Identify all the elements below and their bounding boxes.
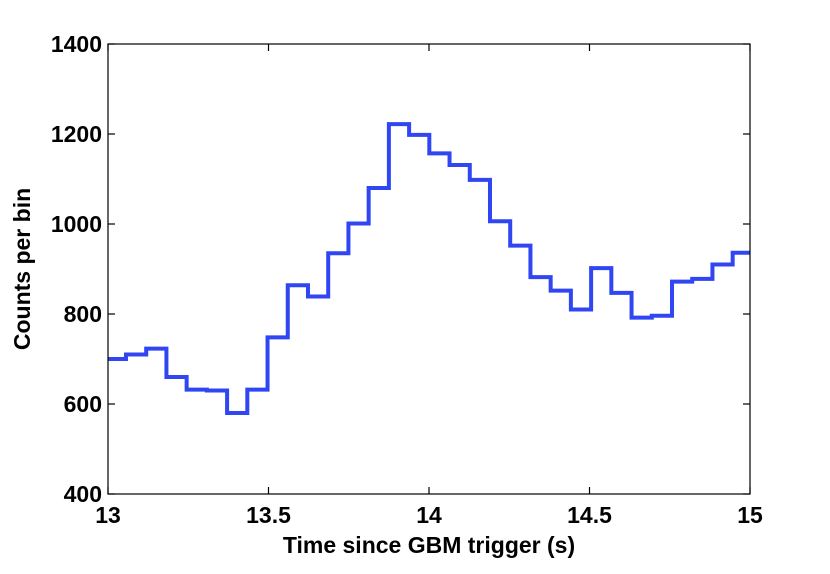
x-axis-label: Time since GBM trigger (s) [283, 532, 575, 558]
y-tick-label: 800 [64, 301, 102, 327]
series-line-0 [108, 122, 750, 415]
x-tick-label: 14.5 [567, 502, 612, 528]
y-axis-label: Counts per bin [9, 188, 35, 350]
x-tick-label: 13.5 [246, 502, 291, 528]
y-tick-label: 1000 [51, 211, 102, 237]
plot-area [108, 44, 750, 494]
x-tick-label: 13 [95, 502, 121, 528]
y-tick-label: 600 [64, 391, 102, 417]
y-tick-label: 1200 [51, 121, 102, 147]
x-tick-label: 14 [416, 502, 442, 528]
y-tick-label: 400 [64, 481, 102, 507]
x-tick-label: 15 [737, 502, 763, 528]
tick-layer: 13 13.5 14 14.5 15 400 600 800 1000 1200 1400 [51, 31, 763, 528]
data-layer [108, 122, 750, 415]
y-tick-label: 1400 [51, 31, 102, 57]
